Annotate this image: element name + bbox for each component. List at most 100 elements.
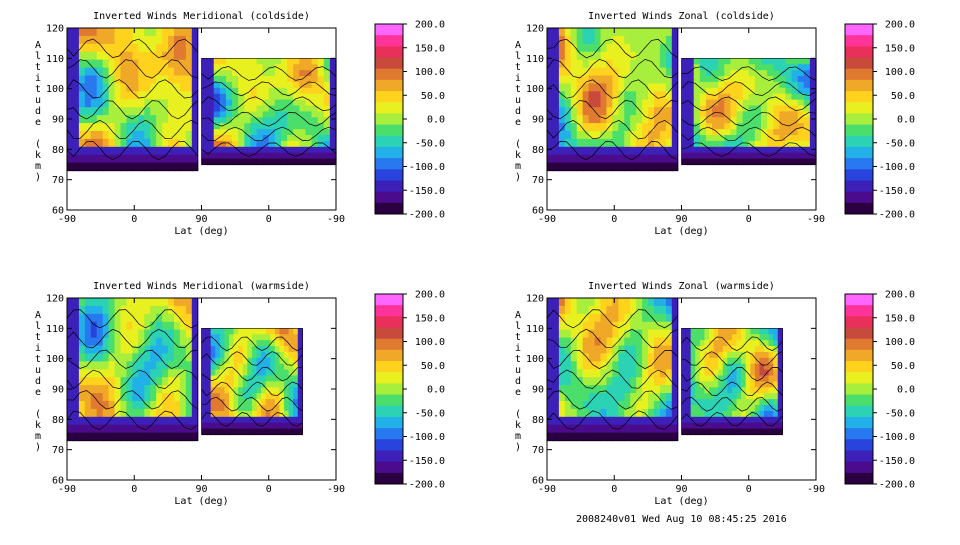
heatmap-cell xyxy=(564,424,572,434)
heatmap-cell xyxy=(108,99,116,108)
heatmap-cell xyxy=(72,313,80,323)
heatmap-cell xyxy=(785,87,793,95)
heatmap-cell xyxy=(552,67,560,77)
heatmap-cell xyxy=(323,140,331,148)
heatmap-cell xyxy=(96,91,104,100)
heatmap-cell xyxy=(256,99,264,107)
heatmap-cell xyxy=(280,70,288,77)
heatmap-cell xyxy=(547,107,554,116)
heatmap-cell xyxy=(754,99,762,107)
heatmap-cell xyxy=(722,422,728,430)
heatmap-cell xyxy=(552,353,560,362)
heatmap-cell xyxy=(582,416,590,426)
heatmap-cell xyxy=(754,81,762,89)
heatmap-cell xyxy=(323,87,331,95)
heatmap-cell xyxy=(564,305,572,315)
colorbar-swatch xyxy=(375,383,403,396)
heatmap-cell xyxy=(229,375,235,383)
heatmap-cell xyxy=(636,67,643,77)
heatmap-cell xyxy=(274,99,282,107)
heatmap-cell xyxy=(144,91,151,100)
heatmap-cell xyxy=(764,405,770,412)
heatmap-cell xyxy=(279,399,285,406)
heatmap-cell xyxy=(138,305,145,315)
heatmap-cell xyxy=(126,400,133,410)
y-tick-label: 80 xyxy=(532,415,544,426)
heatmap-cell xyxy=(179,400,187,410)
heatmap-cell xyxy=(274,346,281,353)
heatmap-cell xyxy=(699,58,707,65)
heatmap-cell xyxy=(648,115,655,124)
heatmap-cell xyxy=(126,416,133,426)
heatmap-cell xyxy=(179,115,187,124)
heatmap-cell xyxy=(665,416,673,426)
heatmap-cell xyxy=(648,400,655,410)
heatmap-cell xyxy=(144,146,151,156)
heatmap-cell xyxy=(582,75,590,85)
heatmap-cell xyxy=(760,87,768,95)
heatmap-cell xyxy=(803,111,811,118)
heatmap-cell xyxy=(809,81,817,89)
heatmap-cell xyxy=(785,117,793,124)
heatmap-cell xyxy=(185,91,193,100)
heatmap-cell xyxy=(78,35,86,45)
heatmap-cell xyxy=(244,111,252,118)
heatmap-cell xyxy=(191,432,199,442)
heatmap-cell xyxy=(126,385,133,394)
heatmap-cell xyxy=(67,99,74,108)
heatmap-cell xyxy=(311,58,319,65)
colorbar-swatch xyxy=(375,394,403,407)
heatmap-cell xyxy=(185,154,193,164)
colorbar-swatch xyxy=(375,46,403,59)
contour-line xyxy=(66,79,199,99)
heatmap-cell xyxy=(90,369,98,378)
heatmap-cell xyxy=(96,393,104,402)
heatmap-cell xyxy=(262,105,270,113)
heatmap-cell xyxy=(297,393,303,400)
heatmap-cell xyxy=(270,351,276,359)
heatmap-cell xyxy=(144,393,151,402)
heatmap-cell xyxy=(67,83,74,92)
colorbar-swatch xyxy=(845,394,873,407)
heatmap-cell xyxy=(323,58,331,65)
heatmap-cell xyxy=(618,146,625,156)
heatmap-cell xyxy=(665,43,673,53)
heatmap-cell xyxy=(665,35,673,45)
heatmap-cell xyxy=(150,91,157,100)
heatmap-cell xyxy=(704,334,710,341)
heatmap-cell xyxy=(552,393,560,402)
heatmap-cell xyxy=(244,87,252,95)
heatmap-cell xyxy=(201,64,209,71)
heatmap-cell xyxy=(287,93,294,101)
heatmap-cell xyxy=(114,28,122,37)
heatmap-cell xyxy=(547,130,554,140)
heatmap-cell xyxy=(284,393,290,400)
heatmap-cell xyxy=(219,135,227,142)
heatmap-cell xyxy=(570,361,578,370)
heatmap-cell xyxy=(173,400,181,410)
heatmap-cell xyxy=(576,107,584,116)
heatmap-cell xyxy=(648,385,655,394)
heatmap-cell xyxy=(179,416,187,426)
heatmap-cell xyxy=(570,130,578,140)
heatmap-cell xyxy=(588,162,596,172)
heatmap-cell xyxy=(779,105,787,113)
heatmap-cell xyxy=(727,346,733,353)
heatmap-cell xyxy=(114,353,122,362)
heatmap-cell xyxy=(225,117,233,124)
heatmap-cell xyxy=(150,353,157,362)
heatmap-cell xyxy=(102,416,110,426)
heatmap-cell xyxy=(564,107,572,116)
heatmap-cell xyxy=(777,328,783,335)
heatmap-cell xyxy=(547,35,554,45)
heatmap-cell xyxy=(642,91,649,100)
colorbar-label: 50.0 xyxy=(891,91,915,102)
heatmap-cell xyxy=(803,87,811,95)
heatmap-cell xyxy=(582,130,590,140)
heatmap-cell xyxy=(642,329,649,339)
heatmap-cell xyxy=(750,428,756,436)
heatmap-cell xyxy=(256,158,264,166)
heatmap-cell xyxy=(144,51,151,61)
heatmap-cell xyxy=(210,351,216,359)
heatmap-cell xyxy=(280,129,288,136)
